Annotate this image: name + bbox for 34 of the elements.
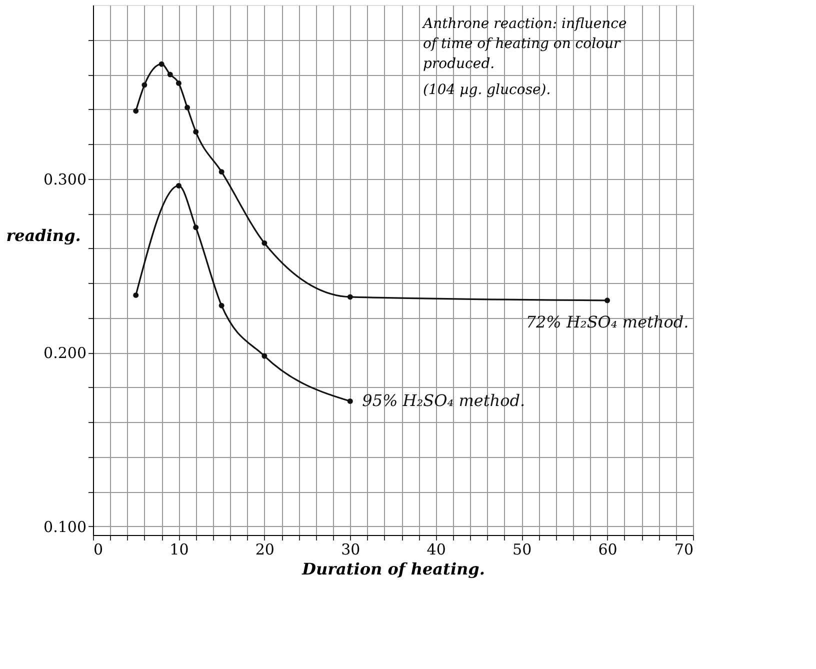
point — [176, 182, 182, 188]
point — [184, 104, 190, 110]
x-tick-label: 30 — [341, 540, 360, 558]
x-tick-label: 50 — [512, 540, 532, 558]
point — [347, 294, 353, 300]
point — [176, 80, 182, 86]
point — [158, 61, 164, 67]
point — [604, 298, 610, 304]
x-tick-label: 10 — [170, 540, 189, 558]
point — [142, 82, 148, 88]
annotation: (104 µg. glucose). — [423, 82, 551, 98]
point — [218, 302, 224, 308]
y-tick-label: 0.200 — [44, 344, 86, 362]
point — [133, 292, 139, 298]
point — [193, 224, 199, 230]
annotation: Anthrone reaction: influence of time of heating on colour produced. — [421, 16, 627, 72]
x-tick-label: 70 — [674, 540, 694, 558]
point — [133, 108, 139, 114]
y-tick-label: 0.300 — [44, 170, 86, 188]
x-tick-label: 40 — [426, 540, 446, 558]
y-axis-title: reading. — [6, 226, 81, 245]
point — [347, 398, 353, 404]
series-label: 95% H₂SO₄ method. — [362, 391, 526, 410]
x-tick-label: 0 — [94, 540, 104, 558]
x-axis-title: Duration of heating. — [301, 560, 485, 578]
point — [167, 72, 173, 78]
point — [262, 240, 268, 246]
point — [193, 129, 199, 135]
x-tick-label: 20 — [255, 540, 274, 558]
series-label: 72% H₂SO₄ method. — [526, 312, 689, 332]
point — [218, 169, 224, 175]
y-tick-label: 0.100 — [44, 518, 86, 536]
x-tick-label: 60 — [598, 540, 618, 558]
point — [262, 353, 268, 359]
